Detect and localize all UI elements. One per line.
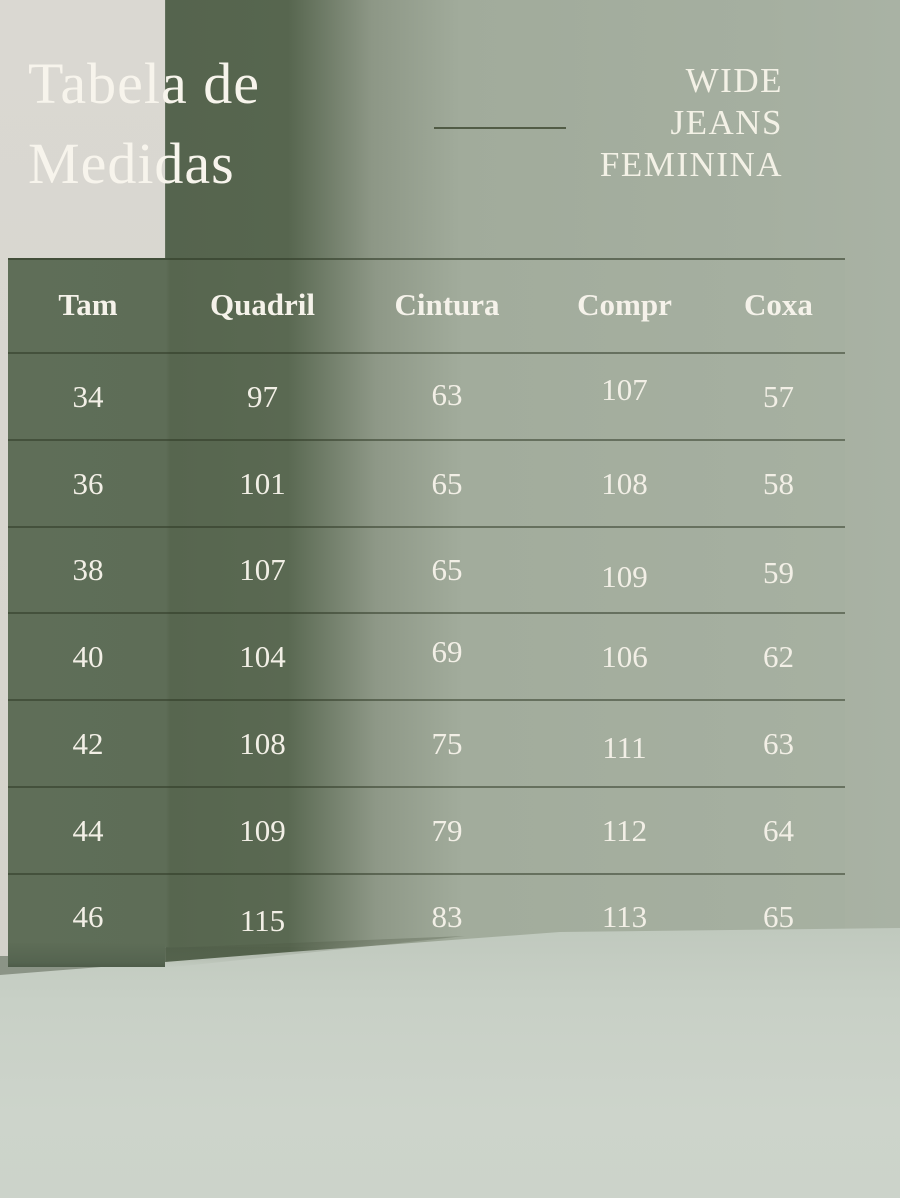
floor — [0, 928, 900, 1198]
table-cell: 101 — [239, 465, 286, 501]
table-cell: 34 — [72, 378, 104, 414]
table-cell: 109 — [239, 812, 286, 848]
table-cell: 65 — [431, 465, 463, 501]
table-row: 34 97 63 107 57 — [8, 352, 845, 439]
table-cell: 79 — [431, 812, 463, 848]
table-slab-foot — [8, 943, 165, 967]
table-cell: 44 — [72, 812, 104, 848]
table-cell: 63 — [763, 725, 794, 761]
table-cell: 113 — [601, 899, 648, 934]
header-cell: Tam — [58, 287, 118, 322]
product-title-line1: WIDE — [685, 61, 783, 100]
table-cell: 107 — [601, 371, 648, 407]
table-cell: 46 — [72, 899, 104, 934]
header-cell: Compr — [577, 287, 672, 322]
size-table-header: Tam Quadril Cintura Compr Coxa — [8, 258, 845, 352]
table-row: 36 101 65 108 58 — [8, 439, 845, 526]
table-cell: 69 — [431, 633, 463, 669]
table-cell: 59 — [763, 555, 794, 590]
table-cell: 42 — [72, 725, 104, 761]
page-title-line1: Tabela de — [28, 51, 260, 116]
table-cell: 108 — [239, 725, 286, 761]
table-cell: 64 — [763, 812, 794, 848]
table-cell: 65 — [763, 899, 794, 934]
table-cell: 63 — [431, 376, 463, 412]
table-cell: 97 — [247, 378, 278, 414]
header-cell: Quadril — [209, 287, 316, 322]
table-cell: 36 — [72, 465, 104, 501]
product-title-line3: FEMININA — [599, 145, 783, 184]
table-row: 42 108 75 111 63 — [8, 699, 845, 786]
product-title: WIDE JEANS FEMININA — [600, 60, 783, 186]
header-cell: Cintura — [394, 287, 500, 322]
page-title: Tabela de Medidas — [28, 44, 448, 204]
table-cell: 62 — [763, 638, 794, 674]
table-cell: 112 — [601, 812, 648, 848]
table-cell: 108 — [601, 465, 648, 501]
table-cell: 83 — [431, 899, 463, 934]
table-background-slab — [8, 258, 845, 947]
product-title-line2: JEANS — [670, 103, 783, 142]
table-row: 46 115 83 113 65 — [8, 873, 845, 959]
table-cell: 104 — [239, 638, 286, 674]
table-row: 38 107 65 109 59 — [8, 526, 845, 612]
table-cell: 75 — [431, 725, 463, 761]
header-cell: Coxa — [744, 287, 813, 322]
table-cell: 65 — [431, 552, 463, 587]
table-cell: 111 — [602, 729, 647, 765]
table-cell: 106 — [601, 638, 648, 674]
table-cell: 109 — [601, 559, 648, 594]
table-cell: 57 — [763, 378, 794, 414]
table-cell: 38 — [72, 552, 104, 587]
table-row: 40 104 69 106 62 — [8, 612, 845, 699]
size-table-body: 34 97 63 107 57 36 101 65 108 58 38 107 65 109 59 40 104… — [8, 352, 845, 959]
page-title-line2: Medidas — [28, 131, 235, 196]
table-cell: 58 — [763, 465, 794, 501]
table-cell: 40 — [72, 638, 104, 674]
table-cell: 115 — [239, 903, 286, 938]
size-table: Tam Quadril Cintura Compr Coxa 34 97 63 107 57 36… — [8, 258, 845, 959]
divider-rule — [434, 127, 566, 129]
table-cell: 107 — [239, 552, 286, 587]
table-row: 44 109 79 112 64 — [8, 786, 845, 873]
